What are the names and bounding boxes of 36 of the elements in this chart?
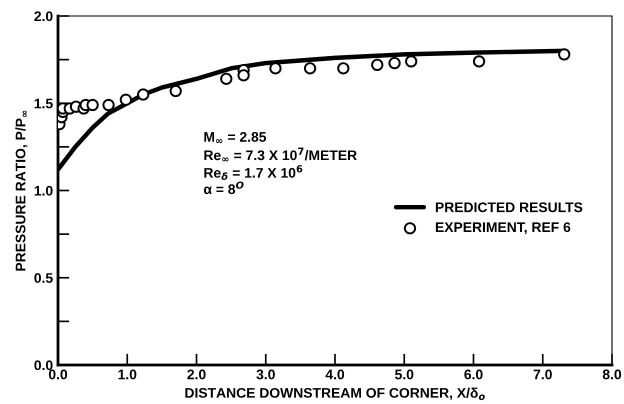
x-tick-label: 8.0 [602,370,622,380]
legend-label: EXPERIMENT, REF 6 [436,222,570,234]
point [237,69,250,82]
x-tick-label: 0.0 [48,370,68,380]
point [472,55,486,68]
x-tick-label: 6.0 [464,370,483,380]
x-tick-label: 4.0 [326,370,344,380]
x-tick-label: 1.0 [118,370,136,380]
y-tick-label: 0.0 [34,360,53,370]
point [220,72,232,85]
point [170,84,182,98]
y-tick-label: 1.5 [34,98,53,108]
annotation: Re$_{∞}$ = 7.3 X 10$^{7}$/METER [204,148,357,162]
y-tick-label: 2.0 [34,11,53,22]
point [102,98,115,112]
y-axis-title: PRESSURE RATIO, P/P$_{∞}$ [15,110,28,271]
annotation: Re$_{δ}$ = 1.7 X 10$^{6}$ [204,165,302,180]
point [137,88,150,101]
x-tick-label: 5.0 [395,370,414,380]
point [371,58,384,71]
point [337,62,350,74]
point [558,48,570,61]
point [405,55,418,68]
y-tick-label: 1.0 [34,186,53,196]
x-tick-label: 2.0 [187,370,206,380]
legend-label: PREDICTED RESULTS [436,202,582,212]
x-axis-title: DISTANCE DOWNSTREAM OF CORNER, X/δ$_{o}$ [185,388,485,400]
point [304,62,316,74]
x-tick-label: 3.0 [256,370,275,380]
x-tick-label: 7.0 [534,370,552,380]
y-tick-label: 0.5 [34,273,53,283]
annotation: M$_{∞}$ = 2.85 [204,132,266,144]
point [388,56,401,70]
point [120,94,132,106]
point [86,98,99,112]
annotation: α = 8$^{O}$ [204,181,244,194]
